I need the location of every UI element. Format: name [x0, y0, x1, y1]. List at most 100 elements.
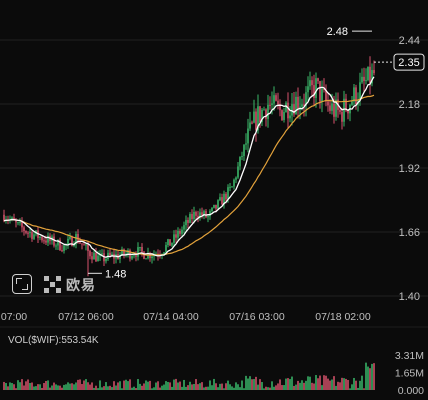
candle-body	[71, 236, 73, 247]
candle-body	[135, 255, 137, 257]
volume-bar	[339, 382, 341, 390]
volume-bar	[157, 381, 159, 390]
candle-body	[169, 239, 171, 246]
candle-body	[181, 229, 183, 234]
volume-bar	[153, 387, 155, 390]
candle-body	[335, 99, 337, 117]
volume-bar	[271, 381, 273, 390]
volume-bar	[31, 382, 33, 390]
candle-body	[319, 81, 321, 102]
volume-bar	[269, 387, 271, 390]
volume-bar	[315, 375, 317, 390]
candle-body	[145, 258, 147, 260]
candle-body	[361, 76, 363, 83]
volume-bar	[243, 388, 245, 390]
candle-body	[97, 255, 99, 262]
candle-body	[307, 86, 309, 93]
volume-bar	[61, 387, 63, 390]
volume-bar	[49, 387, 51, 390]
candle-body	[329, 105, 331, 111]
candle-body	[21, 222, 23, 228]
volume-bar	[67, 382, 69, 390]
candle-body	[275, 95, 277, 101]
volume-bar	[107, 386, 109, 390]
candle-body	[363, 76, 365, 81]
candle-body	[39, 236, 41, 238]
volume-bar	[147, 381, 149, 390]
high-marker-label: 2.48	[327, 26, 348, 38]
volume-bar	[253, 379, 255, 390]
volume-bar	[91, 382, 93, 390]
volume-bar	[13, 384, 15, 390]
candle-body	[143, 251, 145, 259]
candle-body	[175, 234, 177, 238]
volume-bar	[323, 375, 325, 390]
candle-body	[121, 249, 123, 256]
volume-bar	[365, 362, 367, 390]
volume-bar	[87, 382, 89, 390]
candle-body	[241, 155, 243, 157]
volume-bar	[39, 384, 41, 390]
volume-bar	[337, 381, 339, 390]
volume-bar	[287, 378, 289, 390]
volume-bar	[293, 385, 295, 390]
y-tick-label: 2.44	[399, 35, 420, 47]
volume-bar	[369, 368, 371, 390]
volume-bar	[135, 388, 137, 390]
volume-bar	[329, 380, 331, 390]
candle-body	[163, 252, 165, 255]
volume-bar	[343, 378, 345, 390]
candle-body	[165, 245, 167, 253]
volume-bar	[101, 387, 103, 390]
ma-short-line	[3, 76, 375, 258]
candle-body	[131, 256, 133, 259]
volume-bar	[309, 376, 311, 390]
candle-body	[57, 239, 59, 246]
volume-bar	[347, 380, 349, 390]
candle-body	[3, 214, 5, 221]
volume-bar	[353, 377, 355, 390]
candle-body	[369, 66, 371, 84]
candle-body	[259, 106, 261, 123]
candle-body	[263, 109, 265, 111]
volume-bar	[27, 379, 29, 390]
x-tick-label: 07/12 06:00	[58, 311, 114, 323]
candle-body	[261, 109, 263, 123]
volume-bar	[79, 379, 81, 390]
candle-body	[281, 110, 283, 120]
candle-body	[23, 227, 25, 232]
candle-body	[351, 101, 353, 105]
y-tick-label: 2.18	[399, 99, 420, 111]
candle-body	[209, 210, 211, 217]
candle-body	[215, 204, 217, 209]
moving-averages-group	[3, 76, 375, 258]
volume-bar	[281, 385, 283, 390]
volume-bar	[103, 386, 105, 390]
candle-body	[139, 247, 141, 249]
y-tick-label: 1.40	[399, 291, 420, 303]
candle-body	[69, 236, 71, 239]
candle-body	[289, 115, 291, 119]
volume-bar	[257, 384, 259, 390]
fullscreen-icon[interactable]	[12, 274, 32, 294]
volume-bar	[277, 383, 279, 390]
candle-body	[239, 156, 241, 167]
candle-body	[41, 236, 43, 241]
candle-body	[277, 100, 279, 105]
candle-body	[297, 96, 299, 110]
volume-bar	[85, 379, 87, 390]
volume-bar	[283, 385, 285, 390]
candle-body	[331, 103, 333, 111]
candle-body	[29, 232, 31, 234]
volume-bar	[333, 376, 335, 390]
volume-bar	[299, 382, 301, 390]
candle-body	[237, 166, 239, 178]
candle-body	[109, 252, 111, 256]
volume-bar	[77, 379, 79, 390]
volume-bar	[367, 366, 369, 390]
volume-bar	[9, 382, 11, 390]
volume-bar	[207, 386, 209, 390]
candle-body	[265, 109, 267, 119]
volume-bar	[117, 382, 119, 390]
